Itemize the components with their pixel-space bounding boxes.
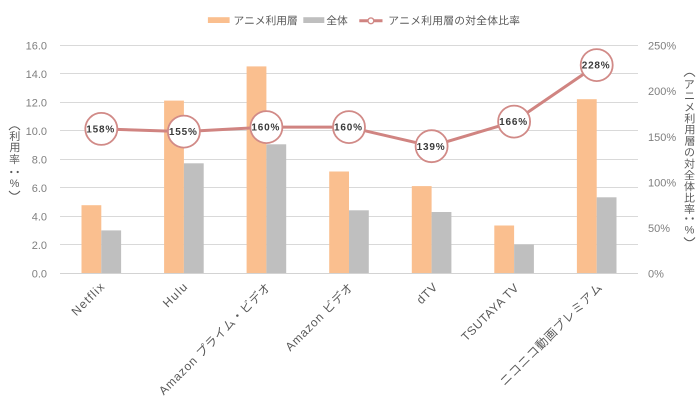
svg-text:12.0: 12.0 <box>26 98 47 110</box>
svg-text:166%: 166% <box>499 117 528 128</box>
svg-text:160%: 160% <box>251 123 280 134</box>
svg-text:8.0: 8.0 <box>32 155 47 167</box>
svg-text:10.0: 10.0 <box>26 126 47 138</box>
svg-text:16.0: 16.0 <box>26 41 47 53</box>
svg-text:228%: 228% <box>582 61 611 72</box>
svg-text:4.0: 4.0 <box>32 212 47 224</box>
svg-text:%: % <box>10 178 20 190</box>
svg-text:2.0: 2.0 <box>32 240 47 252</box>
svg-text:250%: 250% <box>648 41 676 53</box>
svg-text:155%: 155% <box>169 127 198 138</box>
svg-text:0.0: 0.0 <box>32 269 47 281</box>
svg-text:50%: 50% <box>648 223 670 235</box>
svg-text:6.0: 6.0 <box>32 183 47 195</box>
svg-text:200%: 200% <box>648 86 676 98</box>
svg-text:100%: 100% <box>648 177 676 189</box>
svg-text:150%: 150% <box>648 132 676 144</box>
svg-text:160%: 160% <box>334 123 363 134</box>
svg-text:%: % <box>685 224 695 236</box>
svg-text:0%: 0% <box>648 269 664 281</box>
svg-text:158%: 158% <box>86 125 115 136</box>
svg-text:139%: 139% <box>417 142 446 153</box>
svg-text:14.0: 14.0 <box>26 69 47 81</box>
